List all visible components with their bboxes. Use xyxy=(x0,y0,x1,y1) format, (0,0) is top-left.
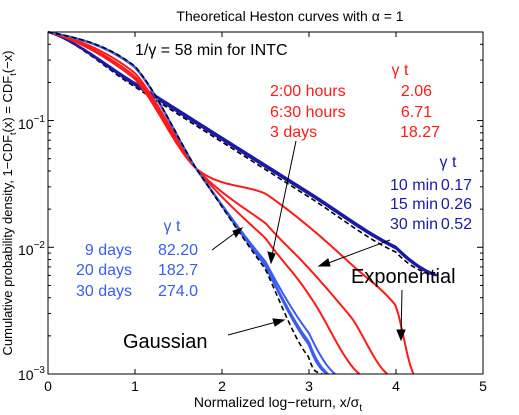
red-row-value: 18.27 xyxy=(400,124,440,141)
y-tick-label: 10−3 xyxy=(18,365,45,383)
arrow-red-group xyxy=(267,140,297,265)
navy-gamma-t-header: γ t xyxy=(440,154,457,171)
series-line-2-00-hours xyxy=(47,31,415,375)
arrow-navy-group xyxy=(317,239,391,267)
blue-row-value: 274.0 xyxy=(158,283,198,300)
header-annotation: 1/γ = 58 min for INTC xyxy=(135,42,288,59)
red-row-value: 6.71 xyxy=(401,104,432,121)
blue-row-label: 30 days xyxy=(76,283,132,300)
series-line-30-min xyxy=(47,31,439,277)
blue-row-label: 9 days xyxy=(85,242,132,259)
navy-row-label: 10 min xyxy=(390,177,438,194)
red-annotations: γ t 2:00 hours 2.06 6:30 hours 6.71 3 da… xyxy=(270,62,440,141)
x-tick-label: 2 xyxy=(218,378,226,394)
blue-gamma-t-header: γ t xyxy=(164,218,181,235)
red-row-label: 2:00 hours xyxy=(270,83,346,100)
red-row-label: 3 days xyxy=(270,124,317,141)
blue-row-label: 20 days xyxy=(76,262,132,279)
red-gamma-t-header: γ t xyxy=(392,62,409,79)
y-tick-label: 10−2 xyxy=(18,240,45,258)
navy-row-value: 0.17 xyxy=(441,177,472,194)
navy-row-value: 0.52 xyxy=(441,216,472,233)
x-tick-label: 1 xyxy=(131,378,139,394)
arrow-exponential xyxy=(396,289,406,342)
plot-frame xyxy=(47,31,484,375)
series-line-15-min xyxy=(47,31,437,277)
x-tick-label: 3 xyxy=(305,378,313,394)
navy-row-label: 30 min xyxy=(390,216,438,233)
x-tick-label: 0 xyxy=(44,378,52,394)
gaussian-label: Gaussian xyxy=(123,331,208,353)
arrow-blue-group xyxy=(211,227,244,251)
navy-row-value: 0.26 xyxy=(441,196,472,213)
x-tick-label: 4 xyxy=(392,378,400,394)
red-row-value: 2.06 xyxy=(401,83,432,100)
tick-layer xyxy=(47,31,484,375)
blue-row-value: 182.7 xyxy=(158,262,198,279)
x-axis-label: Normalized log−return, x/σt xyxy=(194,394,362,414)
exponential-label: Exponential xyxy=(351,266,456,288)
pointer-arrows xyxy=(211,140,406,342)
chart-title: Theoretical Heston curves with α = 1 xyxy=(176,8,403,24)
series-line-exponential xyxy=(47,31,432,276)
blue-annotations: γ t 9 days 82.20 20 days 182.7 30 days 2… xyxy=(76,218,198,300)
blue-row-value: 82.20 xyxy=(158,242,198,259)
red-row-label: 6:30 hours xyxy=(270,104,346,121)
series-layer xyxy=(47,31,439,375)
y-tick-labels: 10−3 10−2 10−1 xyxy=(18,114,45,383)
y-tick-label: 10−1 xyxy=(18,114,45,132)
x-tick-label: 5 xyxy=(479,378,487,394)
x-tick-labels: 0 1 2 3 4 5 xyxy=(44,378,487,394)
series-line-3-days xyxy=(47,31,361,375)
navy-annotations: γ t 10 min 0.17 15 min 0.26 30 min 0.52 xyxy=(390,154,472,233)
y-axis-label: Cumulative probability density, 1−CDFt(x… xyxy=(0,51,18,356)
navy-row-label: 15 min xyxy=(390,196,438,213)
arrow-gaussian xyxy=(227,318,286,336)
series-line-gaussian xyxy=(47,31,323,375)
series-line-6-30-hours xyxy=(47,31,388,375)
